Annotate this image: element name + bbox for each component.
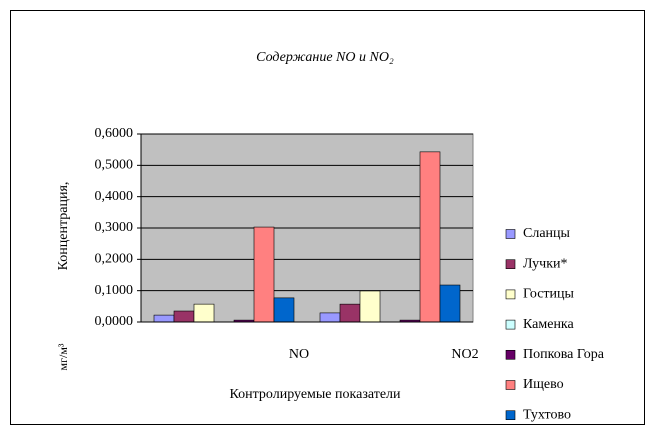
legend-swatch: [505, 349, 516, 360]
y-tick-label: 0,3000: [95, 220, 134, 235]
legend-swatch: [505, 319, 516, 330]
y-tick-label: 0,4000: [95, 189, 134, 204]
bar: [319, 312, 341, 323]
bar: [173, 310, 195, 323]
bar: [273, 297, 295, 323]
legend-label: Попкова Гора: [523, 347, 605, 362]
bar: [419, 151, 441, 323]
y-axis-title: Концентрация,: [56, 182, 71, 271]
legend-swatch: [505, 229, 516, 239]
legend-label: Тухтово: [523, 407, 571, 422]
x-tick-label: NO: [289, 347, 309, 362]
legend-label: Каменка: [523, 317, 575, 332]
y-tick-label: 0,2000: [95, 252, 134, 267]
y-tick-label: 0,5000: [95, 158, 134, 173]
y-tick-label: 0,6000: [95, 126, 134, 141]
bar: [253, 226, 275, 323]
legend-label: Сланцы: [523, 226, 571, 241]
y-axis-unit: мг/м³: [56, 343, 70, 370]
legend-label: Гостицы: [523, 287, 575, 302]
legend-swatch: [505, 410, 516, 421]
bar: [439, 284, 461, 323]
y-tick-label: 0,1000: [95, 283, 134, 298]
x-tick-label: NO2: [451, 347, 478, 362]
x-axis-title: Контролируемые показатели: [229, 387, 401, 402]
legend-swatch: [505, 289, 516, 300]
legend-swatch: [505, 259, 516, 270]
bar: [359, 290, 381, 323]
legend-label: Лучки*: [523, 256, 567, 271]
bar: [193, 303, 215, 323]
bar: [339, 303, 361, 323]
y-tick-label: 0,0000: [95, 314, 134, 329]
bar: [153, 314, 175, 323]
legend-label: Ищево: [523, 377, 564, 392]
chart-title: Содержание NO и NO₂: [256, 50, 394, 65]
legend-swatch: [505, 380, 516, 390]
